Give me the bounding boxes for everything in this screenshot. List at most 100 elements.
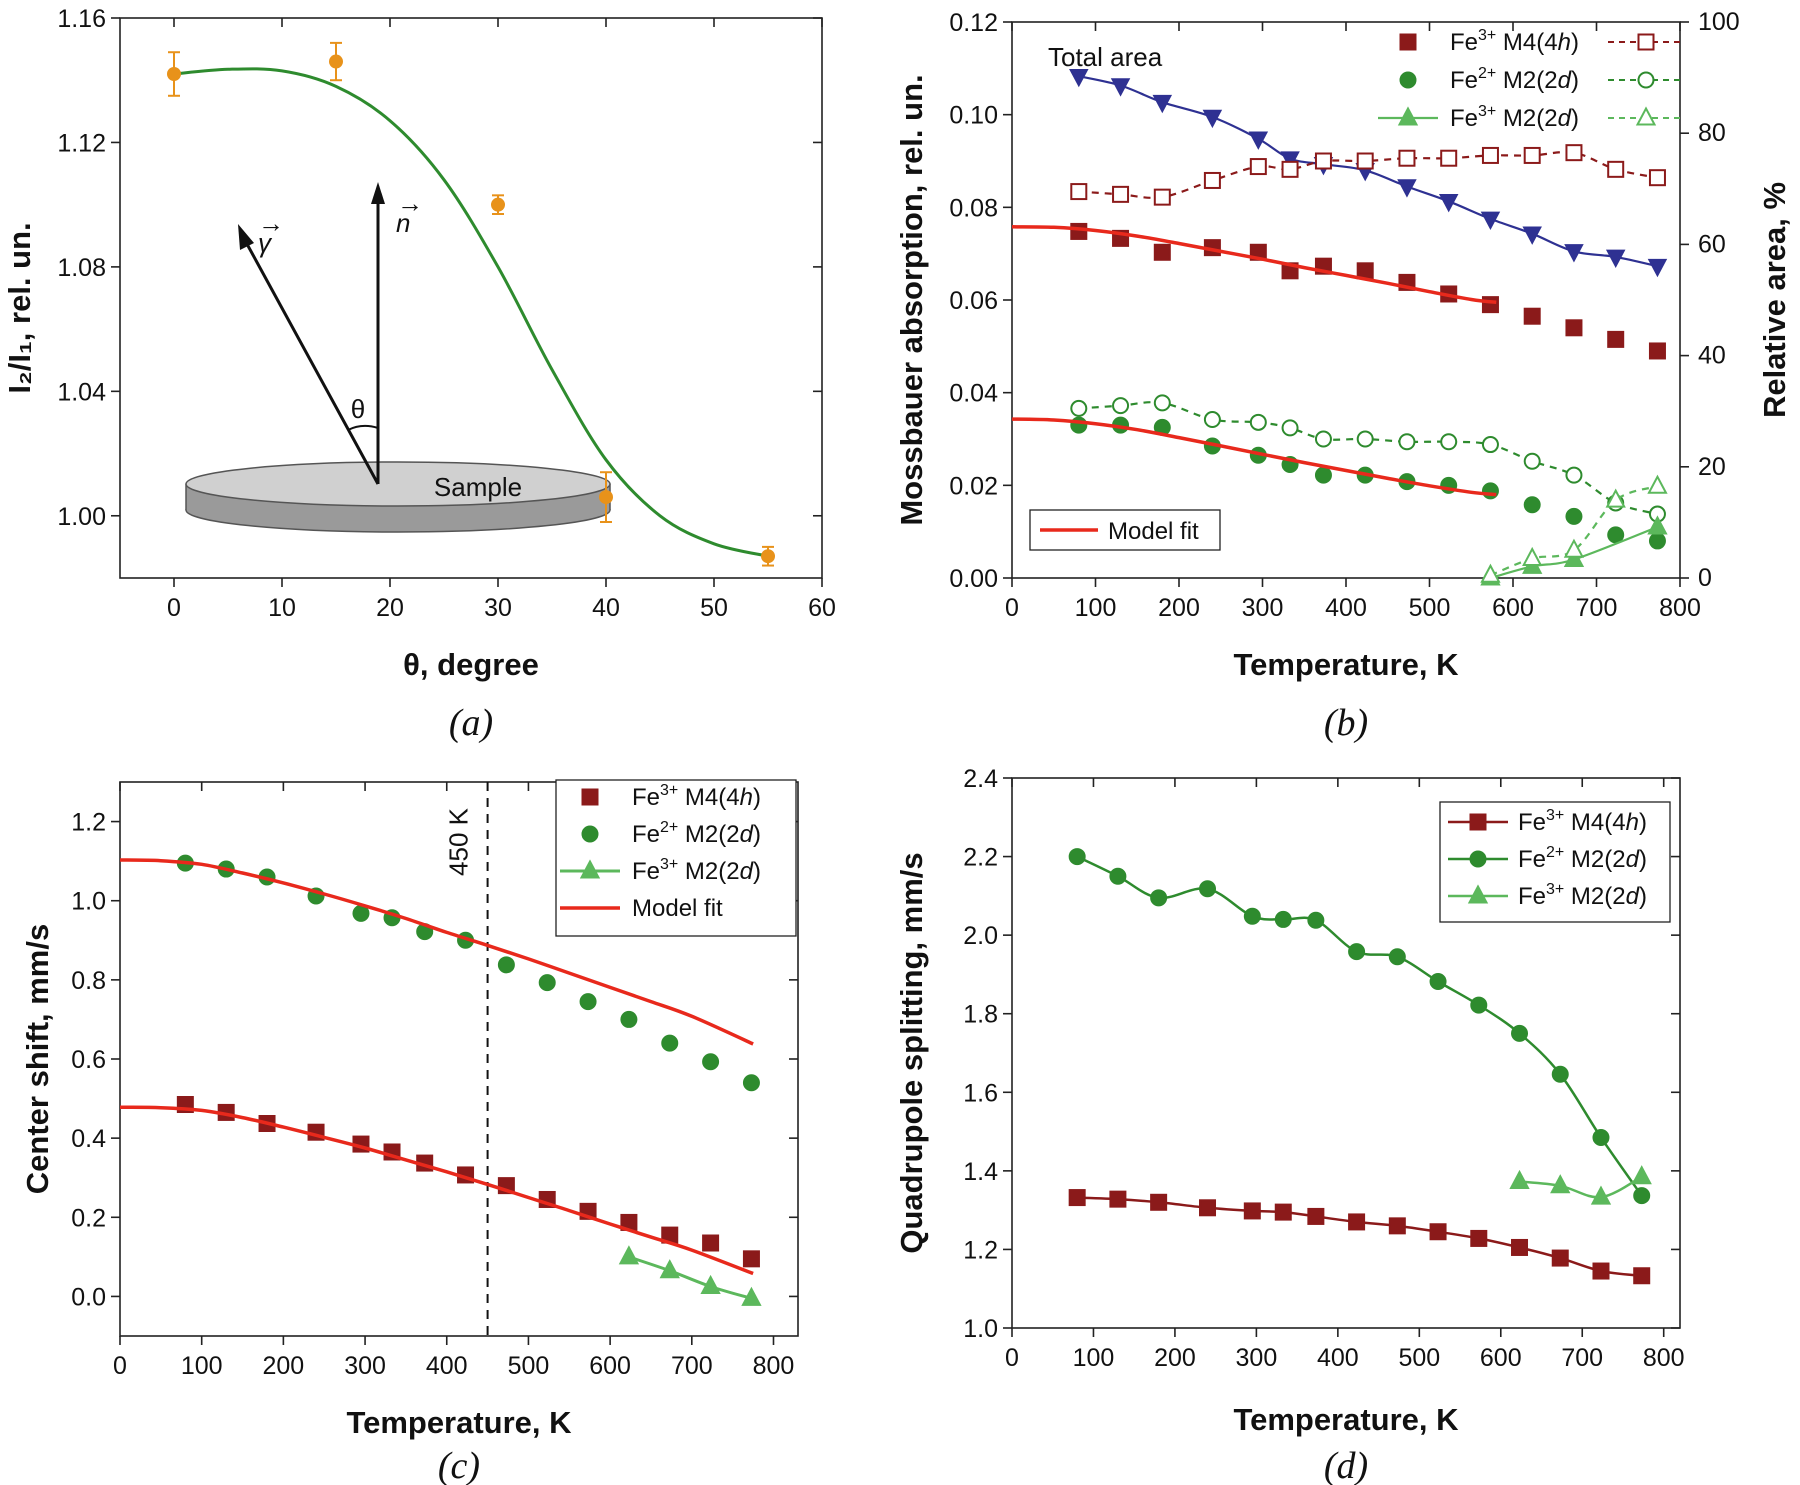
data-point	[1398, 149, 1416, 167]
data-point	[1565, 319, 1583, 337]
data-point	[1150, 1193, 1168, 1211]
data-point	[1509, 1169, 1530, 1189]
legend-label: Fe2+ M2(2d)	[1450, 65, 1579, 94]
data-point	[1202, 109, 1223, 129]
y-axis-label: Mossbauer absorption, rel. un.	[894, 74, 929, 525]
x-tick-label: 0	[1005, 594, 1019, 622]
x-tick-label: 800	[753, 1352, 795, 1380]
data-point	[1511, 1024, 1529, 1042]
x-tick-label: 0	[1005, 1344, 1019, 1372]
data-point	[761, 549, 775, 564]
data-point	[1314, 152, 1332, 170]
model-fit-curve	[1011, 417, 1497, 497]
data-point	[1199, 880, 1217, 898]
y-axis-label: Center shift, mm/s	[20, 924, 55, 1194]
data-point	[1314, 430, 1332, 448]
fit-curve	[173, 67, 769, 558]
y-tick-label: 0.04	[949, 380, 998, 408]
data-point	[1109, 1190, 1127, 1208]
data-point	[1607, 526, 1625, 544]
data-point	[1356, 430, 1374, 448]
data-point	[1070, 222, 1088, 240]
data-point	[1550, 1174, 1571, 1194]
x-tick-label: 200	[263, 1352, 305, 1380]
sample-label: Sample	[434, 472, 522, 502]
data-point	[1152, 94, 1173, 114]
legend-label: Model fit	[632, 895, 723, 922]
x-axis-label: Temperature, K	[346, 1405, 572, 1440]
y-tick-label: 1.00	[57, 503, 106, 531]
x-tick-label: 600	[1480, 1344, 1522, 1372]
legend-marker-open	[1637, 33, 1655, 51]
x-tick-label: 100	[1073, 1344, 1115, 1372]
y-tick-label: 0.0	[71, 1283, 106, 1311]
data-point	[1592, 1128, 1610, 1146]
data-point	[1523, 496, 1541, 514]
gamma-arrowhead	[238, 224, 254, 250]
data-point	[1480, 211, 1501, 231]
data-point	[1470, 1229, 1488, 1247]
data-point	[1631, 1165, 1652, 1185]
series-line	[1519, 1175, 1643, 1199]
data-point	[1438, 194, 1459, 213]
x-tick-label: 300	[1236, 1344, 1278, 1372]
plot-frame	[1011, 21, 1681, 579]
legend: Fe3+ M4(4h) Fe2+ M2(2d) Fe3+ M2(2d) Model f…	[555, 779, 797, 937]
data-point	[1429, 1223, 1447, 1241]
panel-label: (d)	[1324, 1445, 1368, 1485]
total-area-label: Total area	[1048, 42, 1163, 72]
legend-label: Fe3+ M2(2d)	[632, 856, 761, 885]
data-point	[1440, 433, 1458, 451]
y-axis-label: I₂/I₁, rel. un.	[2, 222, 37, 393]
data-point	[1648, 169, 1666, 187]
sample-top	[185, 461, 611, 507]
x-tick-label: 700	[671, 1352, 713, 1380]
data-point	[620, 1010, 638, 1028]
data-point	[1153, 243, 1171, 261]
data-point	[1647, 474, 1668, 494]
x-tick-label: 10	[268, 594, 296, 622]
y-tick-label: 0.12	[949, 9, 998, 37]
data-point	[1592, 1262, 1610, 1280]
legend-label: Model fit	[1108, 518, 1199, 545]
x-tick-label: 700	[1576, 594, 1618, 622]
legend-label: Fe3+ M4(4h)	[632, 782, 761, 811]
data-point	[1153, 188, 1171, 206]
data-point	[1551, 1065, 1569, 1083]
x-tick-label: 30	[484, 594, 512, 622]
data-point	[742, 1250, 760, 1268]
data-point	[1110, 78, 1131, 97]
data-point	[618, 1245, 640, 1265]
y-tick-label: 1.8	[963, 1001, 998, 1029]
data-point	[1356, 152, 1374, 170]
legend-marker-open	[1637, 71, 1655, 89]
data-point	[1069, 68, 1089, 88]
y-tick-label: 1.4	[963, 1158, 998, 1186]
panel-b: 0 100 200 300 400 500 600 700 8000.000.020.040.0…	[894, 8, 1792, 744]
data-point	[1440, 149, 1458, 167]
legend-marker	[581, 825, 599, 843]
legend-marker	[1467, 884, 1489, 904]
y2-tick-label: 80	[1698, 119, 1726, 147]
legend-label: Fe3+ M4(4h)	[1518, 807, 1647, 836]
data-point	[538, 974, 556, 992]
x-axis-label: Temperature, K	[1233, 647, 1459, 682]
y-tick-label: 0.6	[71, 1046, 106, 1074]
vline-label: 450 K	[444, 807, 474, 876]
data-point	[1590, 1185, 1612, 1205]
data-point	[741, 1286, 762, 1306]
data-point	[1356, 262, 1374, 280]
data-point	[1565, 144, 1583, 162]
data-point	[1551, 1249, 1569, 1267]
model-fit-curve	[119, 858, 754, 1046]
x-tick-label: 200	[1154, 1344, 1196, 1372]
data-point	[1397, 179, 1417, 198]
data-point	[1481, 436, 1499, 454]
y2-tick-label: 0	[1698, 564, 1712, 592]
legend-marker	[1469, 813, 1487, 831]
data-point	[1633, 1267, 1651, 1285]
x-tick-label: 500	[1398, 1344, 1440, 1372]
legend-marker	[1399, 71, 1417, 89]
data-point	[1203, 411, 1221, 429]
n-label: n	[396, 208, 410, 238]
